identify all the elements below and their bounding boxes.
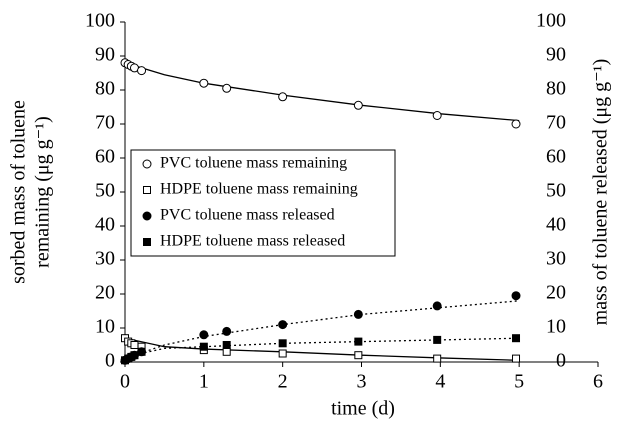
y-tick-label: 30 <box>95 248 115 270</box>
y2-tick-label: 40 <box>546 214 566 236</box>
y2-tick-label: 60 <box>546 146 566 168</box>
x-tick-label: 1 <box>199 371 209 393</box>
point <box>512 354 521 363</box>
y-axis-label: sorbed mass of toluene <box>8 100 30 284</box>
y2-tick-label: 50 <box>546 180 566 202</box>
point <box>222 83 232 93</box>
point <box>222 347 231 356</box>
y2-tick-label: 0 <box>556 350 566 372</box>
legend-marker <box>143 186 151 194</box>
y-axis-label: remaining (μg g⁻¹) <box>32 116 54 268</box>
point <box>199 342 208 351</box>
y2-tick-label: 30 <box>546 248 566 270</box>
fit-curve <box>124 337 520 361</box>
legend-label: PVC toluene mass released <box>160 207 335 224</box>
x-axis-label: time (d) <box>331 398 395 420</box>
y-tick-label: 0 <box>105 350 115 372</box>
fit-curve <box>124 300 520 360</box>
point <box>512 334 521 343</box>
y2-tick-label: 20 <box>546 282 566 304</box>
point <box>278 349 287 358</box>
point <box>222 326 232 336</box>
point <box>199 78 209 88</box>
point <box>433 335 442 344</box>
y2-tick-label: 70 <box>546 112 566 134</box>
legend-marker <box>142 159 152 169</box>
point <box>432 111 442 120</box>
legend-label: HDPE toluene mass remaining <box>160 181 358 198</box>
legend-marker <box>143 238 151 246</box>
y2-tick-label: 100 <box>536 10 566 32</box>
y-tick-label: 40 <box>95 214 115 236</box>
y2-axis-label: mass of toluene released (μg g⁻¹) <box>590 59 612 326</box>
x-tick-label: 6 <box>593 371 603 393</box>
y-tick-label: 90 <box>95 44 115 66</box>
point <box>199 330 209 340</box>
x-tick-label: 2 <box>278 371 288 393</box>
y2-tick-label: 90 <box>546 44 566 66</box>
y-tick-label: 70 <box>95 112 115 134</box>
point <box>222 341 231 349</box>
y-tick-label: 20 <box>95 282 115 304</box>
y-tick-label: 60 <box>95 146 115 168</box>
point <box>353 309 363 319</box>
x-tick-label: 5 <box>514 371 524 393</box>
fit-curve <box>124 62 520 122</box>
legend-label: PVC toluene mass remaining <box>160 155 347 172</box>
y-tick-label: 10 <box>95 316 115 338</box>
y-tick-label: 100 <box>85 10 115 32</box>
x-tick-label: 4 <box>435 371 445 393</box>
y-tick-label: 80 <box>95 78 115 100</box>
point <box>433 354 442 363</box>
legend-label: HDPE toluene mass released <box>160 233 345 250</box>
point <box>511 291 521 301</box>
x-tick-label: 3 <box>357 371 367 393</box>
point <box>130 351 139 360</box>
point <box>278 92 288 102</box>
point <box>137 347 146 356</box>
legend: PVC toluene mass remaining HDPE toluene m… <box>130 149 396 257</box>
y2-tick-label: 10 <box>546 316 566 338</box>
point <box>354 337 363 346</box>
point <box>130 341 139 349</box>
point <box>137 66 147 76</box>
y-tick-label: 50 <box>95 180 115 202</box>
point <box>278 339 287 348</box>
legend-box <box>130 149 396 257</box>
point <box>511 119 521 129</box>
point <box>354 351 363 360</box>
x-tick-label: 0 <box>120 371 130 393</box>
point <box>353 100 363 110</box>
point <box>278 320 288 330</box>
y2-tick-label: 80 <box>546 78 566 100</box>
point <box>432 301 442 311</box>
legend-marker <box>142 211 152 221</box>
